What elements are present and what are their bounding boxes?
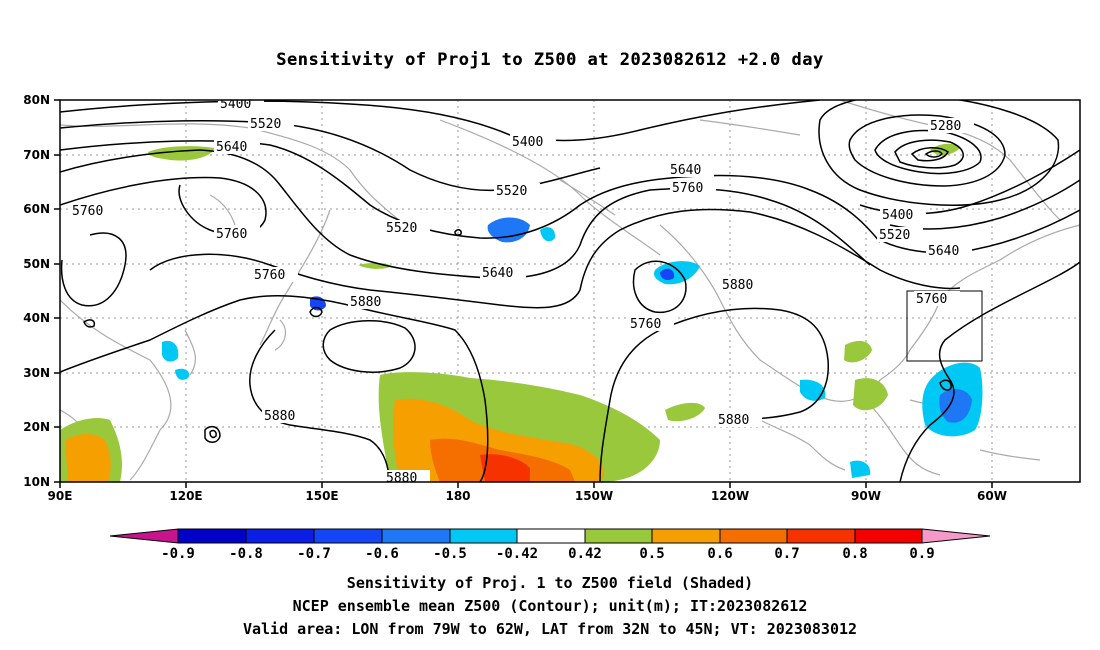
- contour-label: 5760: [72, 204, 103, 219]
- colorbar-label: -0.5: [433, 546, 467, 562]
- caption-line-3: Valid area: LON from 79W to 62W, LAT fro…: [242, 620, 858, 638]
- contour-label: 5400: [512, 135, 543, 150]
- lon-label: 150E: [305, 489, 338, 503]
- colorbar-cell: [651, 528, 721, 544]
- contour-label: 5880: [350, 295, 381, 310]
- lat-label: 60N: [23, 202, 50, 216]
- colorbar-labels: -0.9 -0.8 -0.7 -0.6 -0.5 -0.42 0.42 0.5 …: [161, 546, 935, 562]
- contour-label: 5760: [630, 317, 661, 332]
- lat-label: 50N: [23, 257, 50, 271]
- contour-label: 5880: [264, 409, 295, 424]
- contour-label: 5520: [879, 228, 910, 243]
- colorbar-label: 0.6: [707, 546, 732, 562]
- map-title: Sensitivity of Proj1 to Z500 at 20230826…: [276, 50, 824, 70]
- colorbar-cell: [245, 528, 315, 544]
- lat-label: 40N: [23, 311, 50, 325]
- contour-label: 5760: [672, 181, 703, 196]
- contour-label: 5640: [216, 140, 247, 155]
- sensitivity-shading: [60, 143, 983, 482]
- latitude-labels: 80N 70N 60N 50N 40N 30N 20N 10N: [23, 93, 50, 489]
- colorbar-label: -0.8: [229, 546, 263, 562]
- colorbar-label: -0.6: [365, 546, 399, 562]
- colorbar-label: 0.8: [842, 546, 867, 562]
- contour-label: 5520: [250, 117, 281, 132]
- lon-label: 120E: [169, 489, 202, 503]
- contour-label: 5640: [482, 266, 513, 281]
- contour-labels: 5400 5520 5640 5400 5520 5640 5760 5760 …: [70, 97, 974, 486]
- contour-label: 5520: [496, 184, 527, 199]
- plot-frame: [59, 99, 1081, 483]
- colorbar-cell: [381, 528, 451, 544]
- colorbar-label: -0.9: [161, 546, 195, 562]
- lon-label: 180: [445, 489, 470, 503]
- contour-label: 5880: [718, 413, 749, 428]
- lon-label: 150W: [575, 489, 613, 503]
- contour-label: 5880: [722, 278, 753, 293]
- lat-label: 10N: [23, 475, 50, 489]
- colorbar-label: 0.42: [568, 546, 602, 562]
- map-title: Sensitivity of Proj1 to Z500 at 20230826…: [276, 50, 824, 70]
- contour-label: 5280: [930, 119, 961, 134]
- contour-label: 5400: [882, 208, 913, 223]
- lat-label: 80N: [23, 93, 50, 107]
- colorbar-label: -0.42: [496, 546, 538, 562]
- lon-label: 90W: [851, 489, 881, 503]
- contour-label: 5760: [254, 268, 285, 283]
- colorbar-cell: [584, 528, 653, 544]
- lat-label: 70N: [23, 148, 50, 162]
- colorbar-cell: [516, 528, 586, 544]
- colorbar-cell: [719, 528, 788, 544]
- colorbar-cell: [786, 528, 856, 544]
- colorbar-cell: [313, 528, 383, 544]
- colorbar-left-arrow: [109, 528, 179, 544]
- lon-label: 90E: [48, 489, 73, 503]
- contour-label: 5760: [916, 292, 947, 307]
- caption-line-1: Sensitivity of Proj. 1 to Z500 field (Sh…: [346, 574, 754, 592]
- contour-label: 5760: [216, 227, 247, 242]
- caption-line-2: NCEP ensemble mean Z500 (Contour); unit(…: [292, 597, 808, 615]
- colorbar: [109, 528, 991, 544]
- lon-label: 60W: [977, 489, 1007, 503]
- colorbar-label: 0.5: [639, 546, 664, 562]
- colorbar-cell: [854, 528, 923, 544]
- colorbar-label: -0.7: [297, 546, 331, 562]
- colorbar-label: 0.9: [909, 546, 934, 562]
- contour-label: 5880: [386, 471, 417, 486]
- axis-ticks: [54, 99, 993, 488]
- contour-label: 5520: [386, 221, 417, 236]
- colorbar-right-arrow: [921, 528, 991, 544]
- contour-label: 5400: [220, 97, 251, 112]
- colorbar-cell: [449, 528, 518, 544]
- colorbar-cell: [177, 528, 247, 544]
- lat-label: 20N: [23, 420, 50, 434]
- contour-label: 5640: [928, 244, 959, 259]
- contour-label: 5640: [670, 163, 701, 178]
- lon-label: 120W: [711, 489, 749, 503]
- colorbar-label: 0.7: [774, 546, 799, 562]
- lat-label: 30N: [23, 366, 50, 380]
- longitude-labels: 90E 120E 150E 180 150W 120W 90W 60W: [48, 489, 1007, 503]
